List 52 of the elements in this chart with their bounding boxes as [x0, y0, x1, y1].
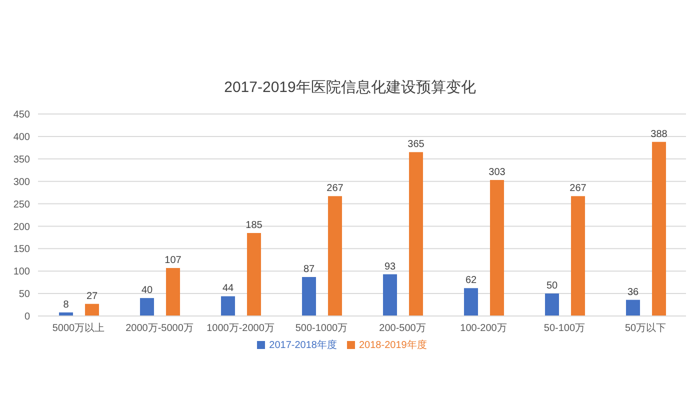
data-label: 303	[488, 166, 506, 178]
data-label: 50	[546, 280, 558, 292]
x-tick-label: 200-500万	[379, 323, 426, 334]
x-tick-label: 50-100万	[544, 323, 586, 334]
data-label: 267	[326, 183, 344, 194]
data-label: 87	[303, 264, 315, 275]
x-tick-label: 2000万-5000万	[126, 323, 194, 334]
y-tick-label: 350	[13, 154, 30, 166]
data-label: 93	[384, 261, 396, 272]
data-label: 36	[627, 286, 639, 298]
bar	[221, 296, 235, 316]
bar	[140, 298, 154, 316]
bar	[409, 152, 423, 316]
legend-label: 2017-2018年度	[269, 340, 337, 351]
bar	[464, 288, 478, 316]
data-label: 107	[164, 254, 182, 266]
bar	[328, 196, 342, 316]
x-tick-label: 1000万-2000万	[206, 323, 274, 334]
x-tick-label: 5000万以上	[52, 322, 105, 334]
bar	[166, 268, 180, 316]
data-label: 388	[650, 128, 668, 140]
bar	[545, 294, 559, 316]
y-tick-label: 450	[13, 110, 30, 121]
legend-label: 2018-2019年度	[359, 340, 427, 351]
data-label: 185	[246, 220, 263, 231]
y-tick-label: 250	[13, 199, 30, 210]
bar	[652, 142, 666, 316]
y-tick-label: 100	[13, 266, 30, 278]
data-label: 8	[63, 299, 70, 310]
y-tick-label: 0	[24, 312, 30, 323]
bar	[383, 274, 397, 316]
data-label: 40	[141, 285, 153, 296]
y-tick-label: 300	[13, 176, 30, 188]
data-label: 27	[86, 290, 98, 302]
x-tick-label: 100-200万	[460, 323, 507, 334]
bar	[490, 180, 504, 316]
data-label: 62	[465, 275, 477, 286]
bar	[247, 232, 261, 316]
y-tick-label: 400	[13, 132, 30, 143]
y-tick-label: 150	[13, 244, 30, 256]
bar	[302, 276, 316, 316]
y-tick-label: 50	[18, 289, 30, 300]
data-label: 365	[408, 139, 425, 150]
y-tick-label: 200	[13, 222, 30, 233]
chart-title: 2017-2019年医院信息化建设预算变化	[223, 78, 477, 98]
data-label: 44	[222, 283, 234, 294]
bar	[571, 196, 585, 316]
bar	[626, 300, 640, 316]
bar	[85, 304, 99, 316]
data-label: 267	[570, 183, 587, 194]
x-tick-label: 500-1000万	[295, 323, 348, 334]
x-tick-label: 50万以下	[624, 322, 666, 334]
